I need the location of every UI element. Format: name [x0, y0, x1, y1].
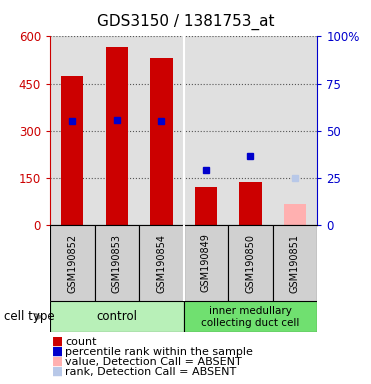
Text: GSM190854: GSM190854 [157, 233, 166, 293]
Bar [184, 36, 228, 225]
Text: percentile rank within the sample: percentile rank within the sample [65, 347, 253, 357]
Bar [228, 36, 273, 225]
Bar [139, 225, 184, 301]
Bar [50, 225, 95, 301]
Bar [150, 58, 173, 225]
Text: ■: ■ [52, 345, 63, 358]
Text: inner medullary
collecting duct cell: inner medullary collecting duct cell [201, 306, 300, 328]
Bar [50, 301, 184, 332]
Bar [95, 36, 139, 225]
Bar [95, 225, 139, 301]
Text: ■: ■ [52, 355, 63, 368]
Bar [284, 204, 306, 225]
Bar [273, 225, 317, 301]
Bar [228, 225, 273, 301]
Bar [184, 301, 317, 332]
Text: GDS3150 / 1381753_at: GDS3150 / 1381753_at [97, 13, 274, 30]
Bar [184, 225, 228, 301]
Text: cell type: cell type [4, 310, 54, 323]
Text: GSM190853: GSM190853 [112, 233, 122, 293]
Text: GSM190849: GSM190849 [201, 233, 211, 293]
Text: GSM190850: GSM190850 [246, 233, 255, 293]
Bar [195, 187, 217, 225]
Bar [139, 36, 184, 225]
Text: count: count [65, 337, 96, 347]
Bar [239, 182, 262, 225]
Text: GSM190852: GSM190852 [68, 233, 77, 293]
Bar [273, 36, 317, 225]
Bar [106, 48, 128, 225]
Text: rank, Detection Call = ABSENT: rank, Detection Call = ABSENT [65, 367, 236, 377]
Text: ■: ■ [52, 365, 63, 378]
Text: GSM190851: GSM190851 [290, 233, 300, 293]
Bar [61, 76, 83, 225]
Bar [50, 36, 95, 225]
Text: ■: ■ [52, 335, 63, 348]
Text: value, Detection Call = ABSENT: value, Detection Call = ABSENT [65, 357, 242, 367]
Text: control: control [96, 310, 137, 323]
